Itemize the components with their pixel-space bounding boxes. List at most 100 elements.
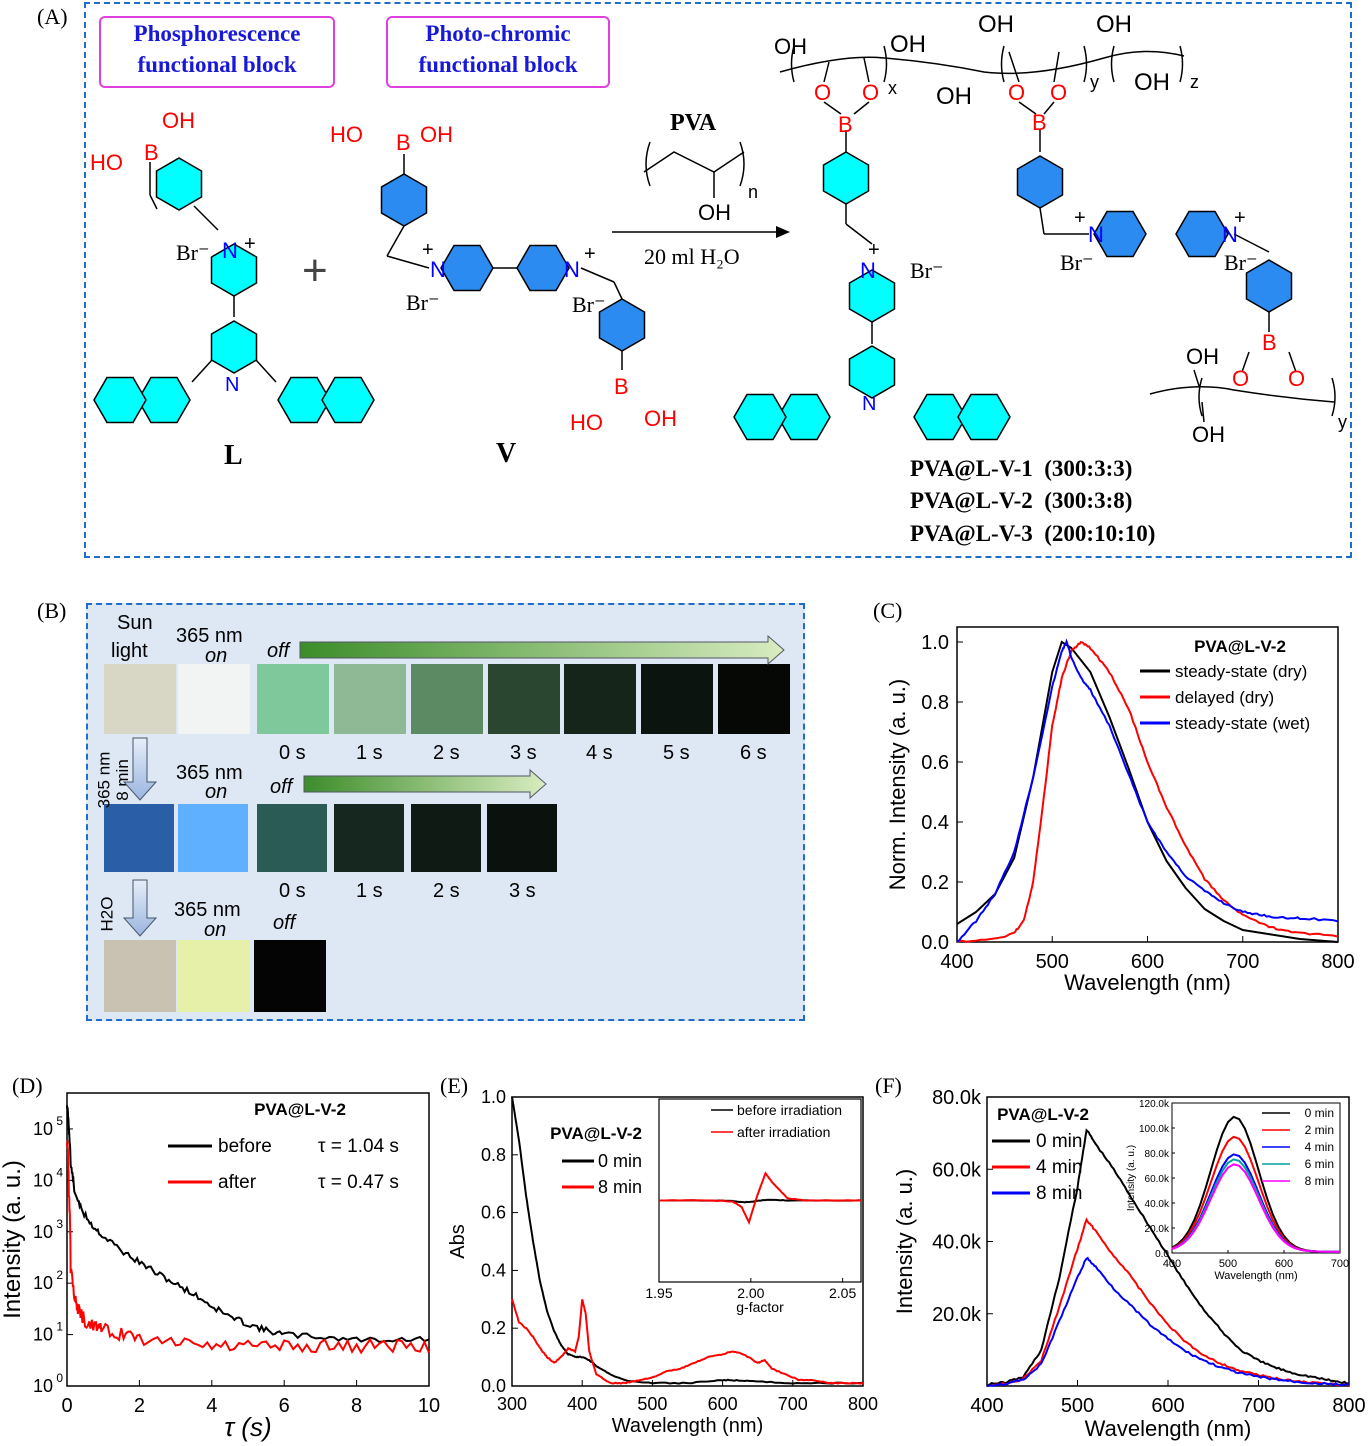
- reagent-n: n: [748, 182, 758, 202]
- product-n-3: N: [1088, 222, 1104, 247]
- pva-oh: OH: [698, 200, 731, 225]
- phosphorescence-block-label: Phosphorescence functional block: [99, 16, 335, 88]
- v-oh-bottom-atom: OH: [644, 406, 677, 431]
- product-n-1: N: [860, 258, 876, 283]
- photo-row1-tile: [564, 664, 636, 734]
- photo-row1-tile: [718, 664, 790, 734]
- row2-time-label: 2 s: [433, 880, 460, 902]
- product-n3-plus: +: [1074, 207, 1086, 229]
- pva-bracket: [643, 141, 745, 198]
- block1-line1: Phosphorescence: [133, 21, 301, 46]
- v-b-bottom-atom: B: [614, 374, 629, 399]
- compound-v-label: V: [496, 438, 516, 469]
- l-n-atom: N: [222, 238, 238, 263]
- product-b-1: B: [838, 112, 853, 137]
- row2-365nm-label: 365 nm: [176, 762, 243, 784]
- photo-row1-tile: [334, 664, 406, 734]
- photochromic-block-label: Photo-chromic functional block: [386, 16, 610, 88]
- photo-row2-tile: [411, 804, 481, 872]
- compound-v-structure: [380, 154, 646, 370]
- v-b-top-atom: B: [396, 130, 411, 155]
- panel-label-e: (E): [440, 1073, 469, 1098]
- photo-row2-tile: [257, 804, 327, 872]
- product-oh-3: OH: [936, 83, 972, 110]
- panel-label-f: (F): [875, 1073, 902, 1098]
- product-o-4: O: [1050, 80, 1067, 105]
- block2-line1: Photo-chromic: [425, 21, 571, 46]
- l-b-atom: B: [144, 140, 159, 165]
- product-oh-1: OH: [774, 34, 807, 59]
- photo-row1-tile: [257, 664, 329, 734]
- product-oh-7: OH: [1186, 344, 1219, 369]
- scheme-box: [84, 2, 1352, 558]
- product-oh-2: OH: [890, 31, 926, 58]
- product-structure: [733, 45, 1336, 441]
- row1-time-label: 5 s: [663, 742, 690, 764]
- step-arrow-2: [122, 879, 158, 937]
- product-b-2: B: [1032, 110, 1047, 135]
- reaction-scheme: B OH HO N + Br⁻ N L + B HO OH N + Br⁻ N …: [90, 11, 1347, 547]
- photo-row1-tile: [178, 664, 250, 734]
- product-o-2: O: [862, 80, 879, 105]
- photo-row2-tile: [334, 804, 404, 872]
- product-sub-y: y: [1090, 72, 1099, 92]
- v-ho-top-atom: HO: [330, 122, 363, 147]
- row1-on-label: on: [205, 645, 228, 667]
- product-oh-8: OH: [1192, 422, 1225, 447]
- v-n1-atom: N: [430, 257, 446, 282]
- photo-row2-tile: [178, 804, 248, 872]
- v-n2-atom: N: [564, 257, 580, 282]
- v-n2-plus: +: [584, 243, 596, 265]
- row2-time-label: 3 s: [509, 880, 536, 902]
- reaction-arrowhead: [776, 226, 790, 238]
- sample-2: PVA@L-V-2 (300:3:8): [910, 488, 1132, 514]
- row1-off-label: off: [267, 640, 290, 662]
- photo-row3-tile: [254, 940, 326, 1012]
- product-sub-y2: y: [1338, 412, 1347, 432]
- product-br-2: Br⁻: [1060, 250, 1094, 275]
- decay-arrow-row2: [303, 768, 547, 800]
- product-sub-x: x: [888, 78, 897, 98]
- v-br1-atom: Br⁻: [406, 290, 440, 315]
- row1-time-label: 6 s: [740, 742, 767, 764]
- v-n1-plus: +: [422, 239, 434, 261]
- row1-sun-label: Sun: [117, 612, 153, 634]
- sample-3: PVA@L-V-3 (200:10:10): [910, 521, 1155, 547]
- product-o-3: O: [1008, 80, 1025, 105]
- panel-label-d: (D): [12, 1073, 43, 1098]
- product-o-5: O: [1232, 366, 1249, 391]
- row2-time-label: 1 s: [356, 880, 383, 902]
- row1-time-label: 4 s: [586, 742, 613, 764]
- row2-on-label: on: [205, 781, 228, 803]
- row2-off-label: off: [270, 776, 293, 798]
- sample-1: PVA@L-V-1 (300:3:3): [910, 456, 1132, 482]
- condition-label: 20 ml H₂O: [644, 244, 740, 269]
- block1-line2: functional block: [137, 52, 297, 77]
- compound-l-structure: [93, 157, 375, 424]
- row3-on-label: on: [204, 919, 227, 941]
- product-sub-z: z: [1190, 72, 1199, 92]
- product-b-3: B: [1262, 330, 1277, 355]
- product-oh-6: OH: [1134, 69, 1170, 96]
- row3-365nm-label: 365 nm: [174, 899, 241, 921]
- photo-row3-tile: [104, 940, 176, 1012]
- row1-light-label: light: [111, 640, 148, 662]
- product-br-1: Br⁻: [910, 258, 944, 283]
- product-n-2: N: [862, 393, 876, 415]
- product-n1-plus: +: [868, 239, 880, 261]
- l-br-atom: Br⁻: [176, 240, 210, 265]
- v-ho-bottom-atom: HO: [570, 410, 603, 435]
- l-nplus: +: [244, 233, 256, 255]
- product-o-6: O: [1288, 366, 1305, 391]
- product-oh-4: OH: [978, 11, 1014, 38]
- l-n2-atom: N: [225, 374, 239, 396]
- product-oh-5: OH: [1096, 11, 1132, 38]
- photo-row1-tile: [411, 664, 483, 734]
- product-n-4: N: [1222, 222, 1238, 247]
- v-br2-atom: Br⁻: [572, 292, 606, 317]
- photo-row1-tile: [104, 664, 176, 734]
- row2-time-label: 0 s: [279, 880, 306, 902]
- row1-365nm-label: 365 nm: [176, 625, 243, 647]
- photo-row1-tile: [641, 664, 713, 734]
